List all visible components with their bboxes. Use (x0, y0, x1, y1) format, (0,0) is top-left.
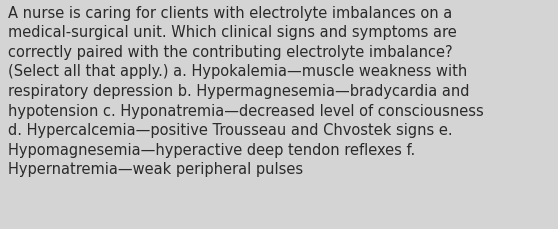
Text: A nurse is caring for clients with electrolyte imbalances on a
medical-surgical : A nurse is caring for clients with elect… (8, 6, 484, 177)
